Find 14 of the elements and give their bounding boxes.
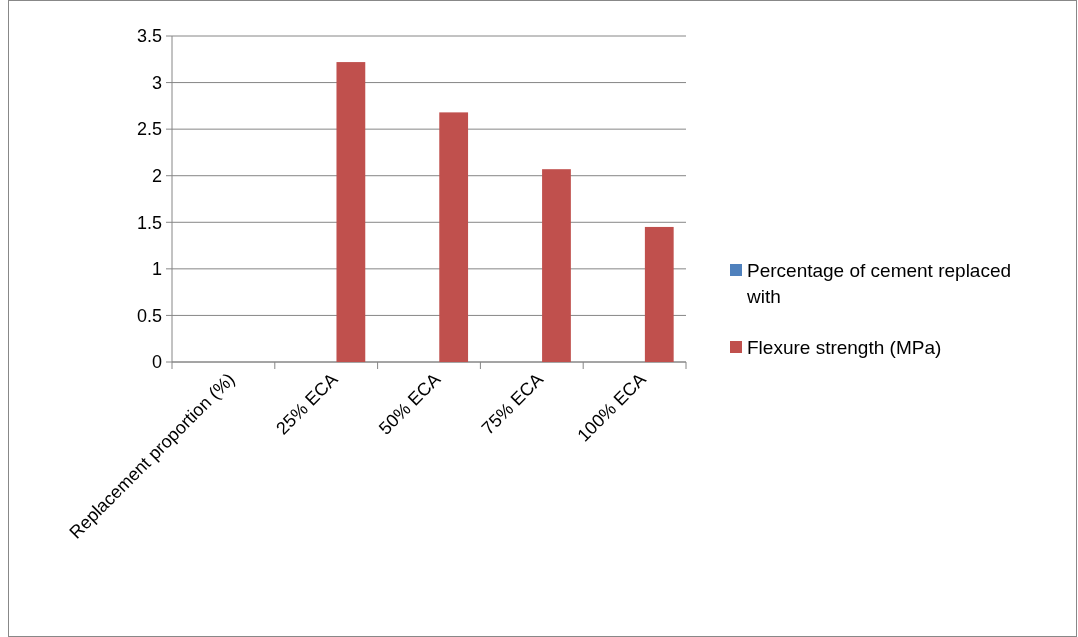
y-tick-label: 2 [151,166,162,187]
y-tick-label: 0.5 [136,305,162,326]
y-tick-label: 1 [151,259,162,280]
y-tick-label: 2.5 [136,119,162,140]
y-tick-label: 1.5 [136,212,162,233]
legend-label: Percentage of cement replaced with [746,259,1012,307]
y-tick-label: 3.5 [136,26,162,47]
legend-label: Flexure strength (MPa) [747,336,942,358]
y-tick-label: 0 [151,352,162,373]
bar [542,169,571,362]
y-tick-label: 3 [151,72,162,93]
bar [644,226,674,362]
bar [439,112,469,362]
bar [336,62,366,362]
